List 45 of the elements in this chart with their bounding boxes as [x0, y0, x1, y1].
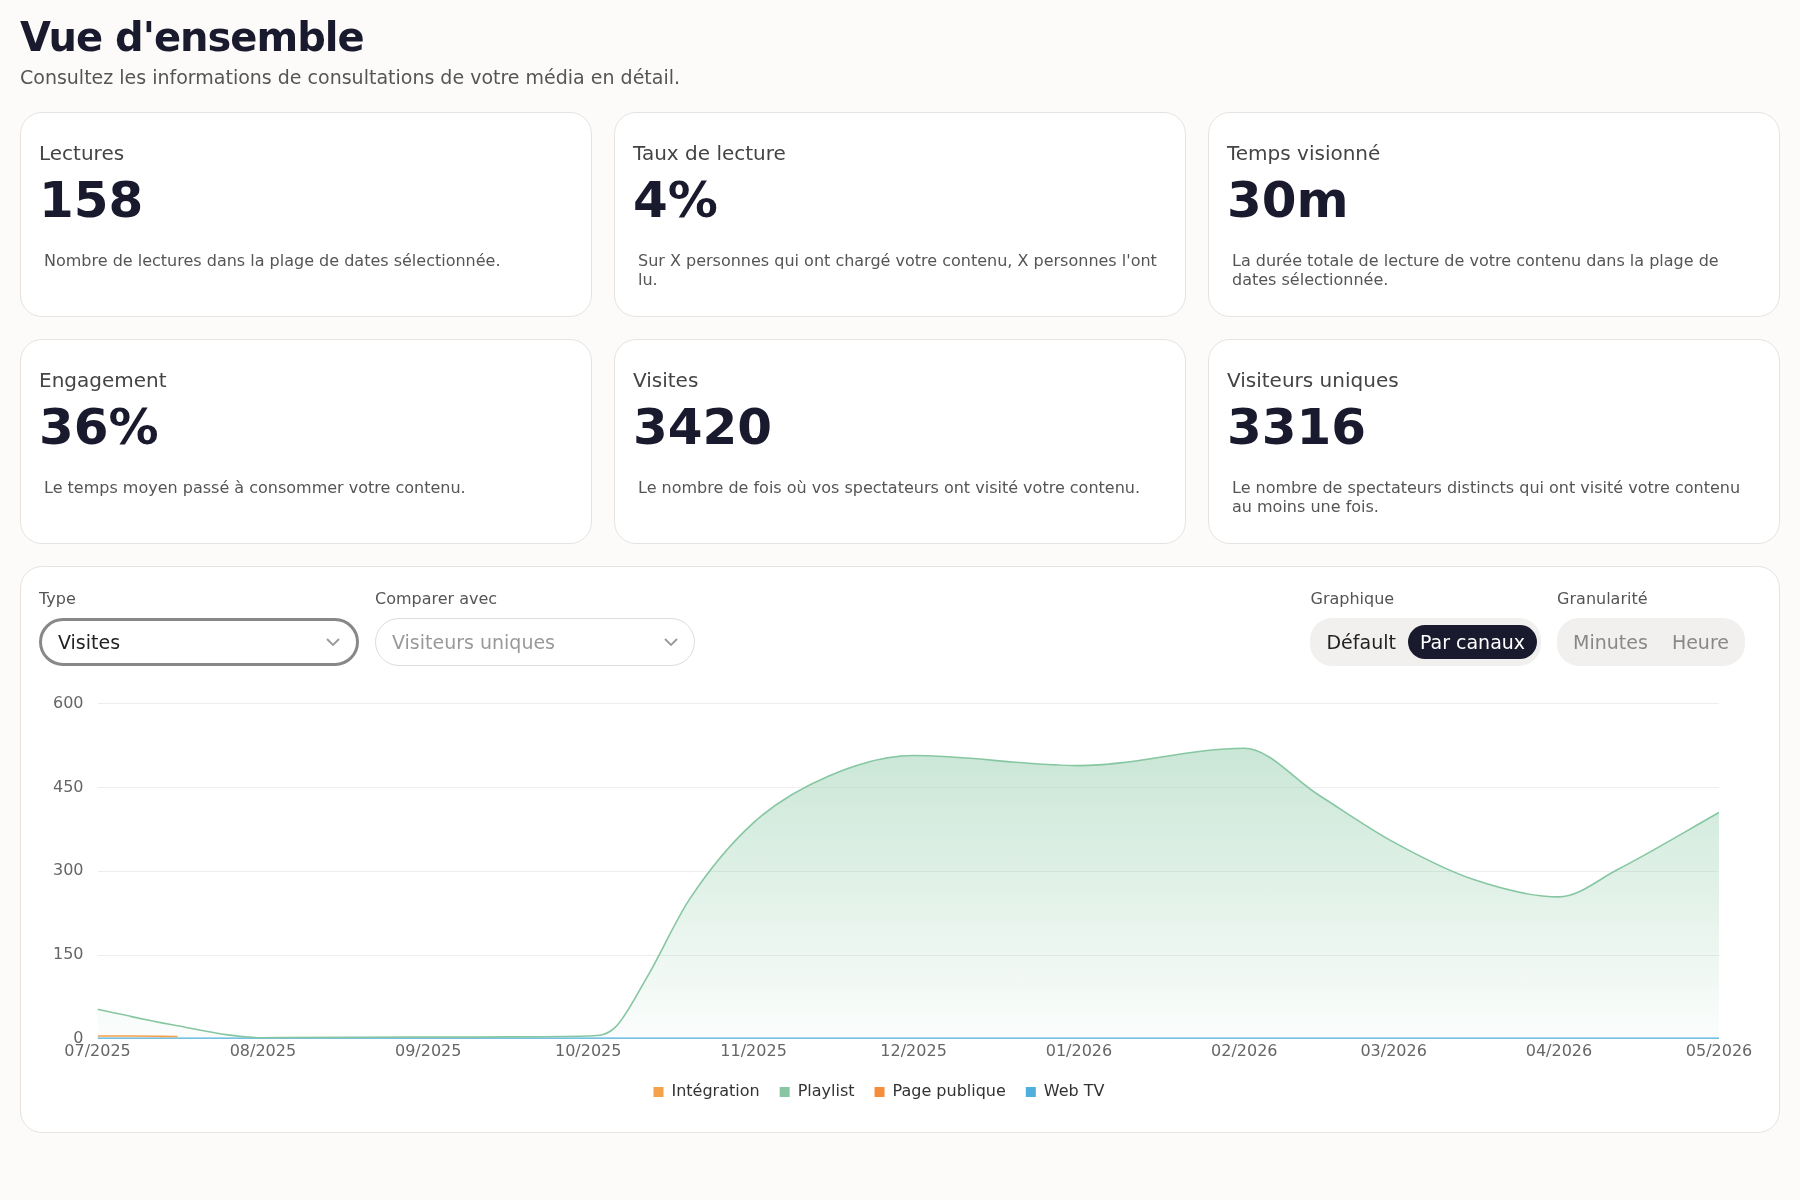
text: Nombre de lectures dans la plage de dates sélectionnée. — [43, 251, 502, 270]
text: Engagement — [39, 368, 168, 392]
y-tick-label: 300 — [52, 860, 84, 880]
text: Visites — [633, 368, 700, 392]
text: Visiteurs uniques — [1227, 368, 1400, 392]
y-tick-label: 450 — [52, 776, 84, 796]
x-tick-label: 10/2025 — [555, 1040, 622, 1060]
x-tick-label: 12/2025 — [880, 1040, 947, 1060]
x-tick-label: 03/2026 — [1360, 1040, 1427, 1060]
legend-label: Page publique — [892, 1081, 1006, 1101]
text: 4% — [633, 171, 719, 229]
text: Sur X personnes qui ont chargé votre contenu, X personnes l'ont lu. — [637, 251, 1158, 289]
toggle-switch: Défault Par canaux — [1310, 618, 1542, 666]
legend-label: Intégration — [671, 1081, 760, 1101]
text: 158 — [39, 171, 145, 229]
text: Le nombre de spectateurs distincts qui ont visité votre contenu au moins une fois. — [1231, 478, 1742, 516]
dropdown-field: Visites — [39, 618, 359, 666]
text: La durée totale de lecture de votre contenu dans la plage de dates sélectionnée. — [1231, 251, 1720, 289]
legend-label: Playlist — [797, 1081, 855, 1101]
text: Le nombre de fois où vos spectateurs ont visité votre contenu. — [637, 478, 1141, 497]
x-tick-label: 11/2025 — [720, 1040, 787, 1060]
x-tick-label: 02/2026 — [1211, 1040, 1278, 1060]
x-tick-label: 01/2026 — [1045, 1040, 1113, 1060]
text: 3316 — [1227, 398, 1368, 456]
text: 30m — [1227, 171, 1350, 229]
x-tick-label: 08/2025 — [229, 1040, 297, 1060]
text: 3420 — [633, 398, 774, 456]
text: Graphique — [1310, 589, 1396, 608]
text: Vue d'ensemble — [20, 14, 365, 60]
text: Taux de lecture — [633, 141, 787, 165]
y-tick-label: 150 — [52, 944, 84, 964]
text: Temps visionné — [1227, 141, 1382, 165]
x-tick-label: 09/2025 — [395, 1040, 462, 1060]
x-tick-label: 05/2026 — [1685, 1040, 1753, 1060]
text: Consultez les informations de consultations de votre média en détail. — [20, 66, 682, 88]
toggle-switch: Minutes Heure — [1557, 618, 1745, 666]
text: Le temps moyen passé à consommer votre contenu. — [43, 478, 467, 497]
y-tick-label: 600 — [52, 692, 84, 712]
text: Lectures — [39, 141, 126, 165]
text: Type — [39, 589, 77, 608]
text: Granularité — [1557, 589, 1649, 608]
legend-label: Web TV — [1043, 1081, 1105, 1101]
x-tick-label: 04/2026 — [1525, 1040, 1593, 1060]
text: Comparer avec — [375, 589, 499, 608]
text: 36% — [39, 398, 160, 456]
